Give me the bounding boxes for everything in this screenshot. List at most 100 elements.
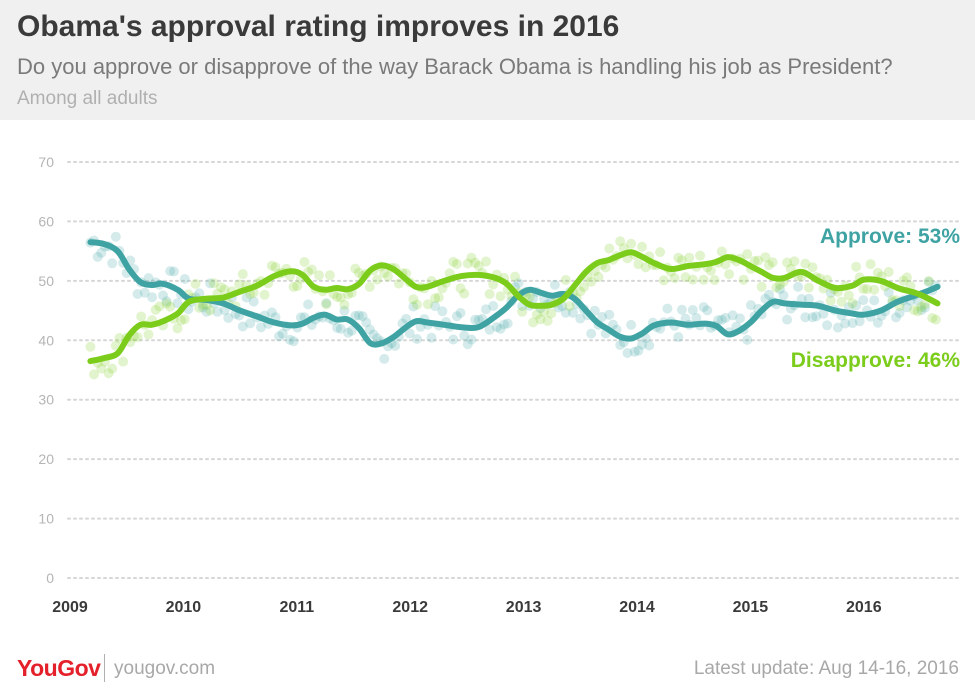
header-band bbox=[0, 0, 975, 120]
disapprove-poll-dot bbox=[143, 329, 154, 340]
disapprove-poll-dot bbox=[836, 296, 847, 307]
site-link[interactable]: yougov.com bbox=[114, 658, 216, 679]
approve-poll-dot bbox=[459, 330, 470, 341]
approve-poll-dot bbox=[629, 346, 640, 357]
approve-poll-dot bbox=[197, 302, 208, 313]
disapprove-poll-dot bbox=[154, 301, 165, 312]
approve-poll-dot bbox=[549, 279, 560, 290]
approve-poll-dot bbox=[495, 323, 506, 334]
approve-poll-dot bbox=[608, 319, 618, 330]
approve-poll-dot bbox=[854, 316, 865, 327]
approve-poll-dot bbox=[923, 276, 934, 287]
approve-poll-dot bbox=[637, 339, 647, 350]
approve-poll-dot bbox=[353, 310, 364, 321]
disapprove-poll-dot bbox=[216, 282, 226, 293]
approve-poll-dot bbox=[847, 318, 858, 329]
approve-poll-dot bbox=[803, 293, 814, 304]
disapprove-poll-dot bbox=[862, 284, 872, 295]
disapprove-poll-dot bbox=[901, 272, 912, 283]
disapprove-poll-dot bbox=[288, 281, 299, 292]
approve-poll-dot bbox=[742, 334, 753, 345]
approve-poll-dot bbox=[491, 322, 502, 333]
disapprove-poll-dot bbox=[270, 262, 281, 273]
approve-poll-dot bbox=[851, 300, 862, 311]
disapprove-poll-dot bbox=[292, 281, 303, 292]
disapprove-poll-dot bbox=[705, 265, 716, 276]
approve-poll-dot bbox=[800, 312, 811, 323]
disapprove-poll-dot bbox=[771, 282, 782, 293]
x-tick-2011: 2011 bbox=[279, 599, 314, 616]
disapprove-poll-dot bbox=[379, 268, 390, 278]
approve-poll-dot bbox=[901, 302, 912, 313]
x-tick-2012: 2012 bbox=[392, 599, 428, 616]
disapprove-poll-dot bbox=[234, 279, 245, 290]
approve-poll-dot bbox=[698, 302, 709, 313]
approve-poll-dot bbox=[894, 308, 905, 318]
approve-poll-dot bbox=[110, 231, 121, 242]
approve-poll-dot bbox=[92, 251, 103, 262]
approve-poll-dot bbox=[274, 331, 285, 342]
approve-poll-dot bbox=[96, 247, 107, 258]
approve-poll-dot bbox=[212, 306, 223, 317]
approve-poll-dot bbox=[597, 311, 608, 322]
disapprove-poll-dot bbox=[673, 252, 684, 263]
approve-end-label: Approve: 53% bbox=[820, 225, 960, 248]
disapprove-poll-dot bbox=[451, 259, 462, 269]
approve-poll-dot bbox=[248, 296, 259, 307]
disapprove-poll-dot bbox=[716, 246, 727, 257]
approve-poll-dot bbox=[401, 313, 412, 324]
disapprove-poll-dot bbox=[510, 271, 520, 282]
disapprove-poll-dot bbox=[422, 299, 433, 310]
disapprove-poll-dot bbox=[237, 269, 248, 280]
disapprove-poll-dot bbox=[680, 272, 691, 283]
disapprove-poll-dot bbox=[600, 262, 611, 273]
approve-poll-dot bbox=[644, 340, 655, 351]
x-tick-2016: 2016 bbox=[846, 599, 882, 616]
approve-poll-dot bbox=[288, 336, 299, 347]
disapprove-poll-dot bbox=[930, 314, 941, 325]
approve-poll-dot bbox=[139, 287, 150, 298]
y-tick-0: 0 bbox=[46, 570, 54, 586]
approve-poll-dot bbox=[346, 325, 357, 336]
disapprove-poll-dot bbox=[335, 292, 346, 303]
disapprove-poll-dot bbox=[89, 369, 99, 380]
approve-poll-dot bbox=[455, 308, 466, 318]
disapprove-poll-dot bbox=[843, 290, 854, 301]
disapprove-poll-dot bbox=[179, 314, 190, 325]
disapprove-poll-dot bbox=[107, 363, 118, 374]
approve-poll-dot bbox=[764, 289, 774, 300]
approve-poll-dot bbox=[168, 266, 179, 277]
approve-poll-dot bbox=[107, 258, 118, 269]
approve-poll-dot bbox=[462, 339, 473, 350]
approve-poll-dot bbox=[161, 296, 172, 307]
approve-poll-dot bbox=[883, 287, 894, 298]
disapprove-poll-dot bbox=[539, 306, 549, 317]
disapprove-poll-dot bbox=[408, 294, 419, 305]
approve-poll-dot bbox=[872, 317, 883, 328]
approve-poll-dot bbox=[241, 292, 252, 303]
approve-poll-dot bbox=[513, 278, 524, 289]
x-tick-2010: 2010 bbox=[166, 599, 202, 616]
yougov-logo[interactable]: YouGov bbox=[17, 655, 101, 681]
approve-poll-dot bbox=[172, 298, 183, 309]
disapprove-poll-dot bbox=[383, 271, 393, 282]
disapprove-poll-dot bbox=[132, 332, 143, 342]
approve-poll-dot bbox=[662, 303, 673, 314]
disapprove-poll-dot bbox=[578, 282, 589, 292]
approval-line-chart: 0 10 20 30 40 50 60 70 2009 2010 2011 2012 2013 2014… bbox=[38, 154, 963, 616]
x-tick-2015: 2015 bbox=[733, 599, 769, 616]
disapprove-poll-dot bbox=[462, 258, 473, 269]
disapprove-poll-dot bbox=[615, 236, 626, 247]
approve-poll-dot bbox=[361, 317, 372, 328]
disapprove-poll-dot bbox=[332, 292, 343, 302]
disapprove-poll-dot bbox=[909, 305, 920, 316]
approve-poll-dot bbox=[575, 313, 586, 324]
approve-poll-dot bbox=[858, 295, 869, 306]
disapprove-poll-dot bbox=[920, 299, 930, 310]
y-tick-20: 20 bbox=[38, 451, 54, 467]
approve-poll-dot bbox=[807, 312, 818, 323]
disapprove-poll-dot bbox=[676, 255, 687, 266]
disapprove-poll-dot bbox=[560, 275, 571, 285]
disapprove-poll-dot bbox=[782, 257, 793, 268]
approve-poll-dot bbox=[673, 332, 684, 342]
